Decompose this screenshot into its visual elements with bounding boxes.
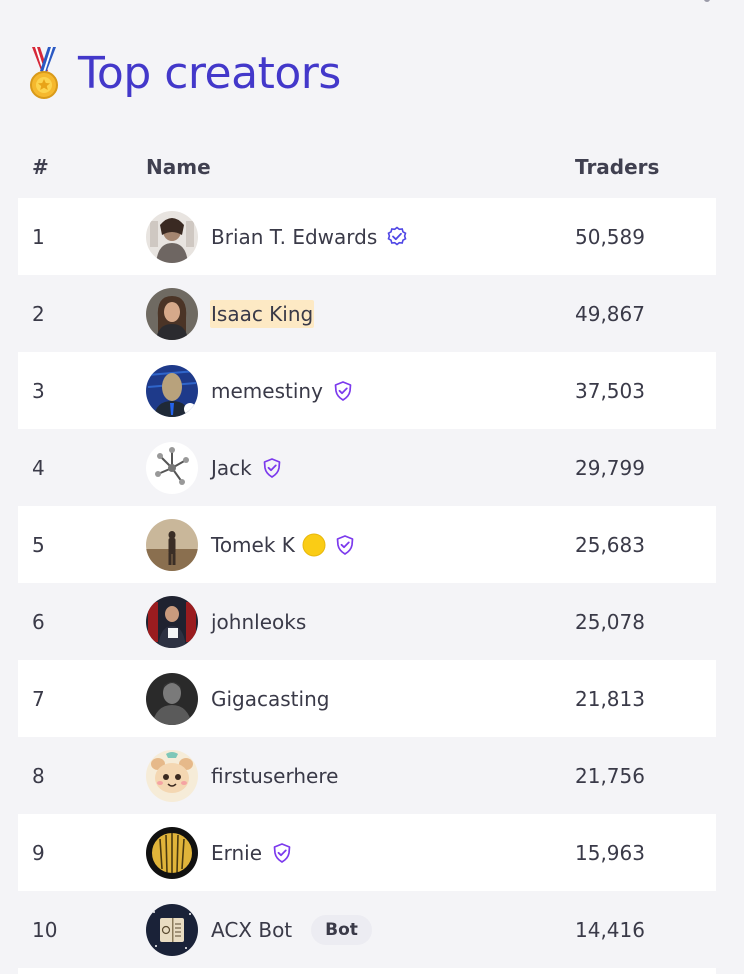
table-header: # Name Traders [18,135,716,198]
traders-cell: 14,416 [575,917,645,942]
avatar[interactable] [146,441,198,494]
name-cell: Gigacasting [146,672,575,725]
creator-name[interactable]: memestiny [211,378,323,403]
traders-cell: 50,589 [575,224,645,249]
rank-cell: 8 [32,763,45,788]
avatar[interactable] [146,903,198,956]
rank-cell: 6 [32,609,45,634]
avatar[interactable] [146,749,198,802]
traders-cell: 37,503 [575,378,645,403]
avatar[interactable] [146,826,198,879]
creator-name[interactable]: Gigacasting [211,686,330,711]
rank-cell: 7 [32,686,45,711]
traders-cell: 49,867 [575,301,645,326]
name-cell: Jack [146,441,575,494]
rank-cell: 3 [32,378,45,403]
traders-cell: 21,813 [575,686,645,711]
traders-cell: 25,078 [575,609,645,634]
bot-badge: Bot [311,914,372,945]
name-cell: Brian T. Edwards [146,210,575,263]
title-row: Top creators [26,40,341,106]
yellow-coin-icon [302,533,326,556]
avatar[interactable] [146,518,198,571]
rank-cell: 4 [32,455,45,480]
table-row[interactable]: 6 johnleoks 25,078 [18,583,716,660]
creator-name[interactable]: Ernie [211,840,263,865]
table-row[interactable]: 9 Ernie 15,963 [18,814,716,891]
table-row[interactable]: 10 ACX Bot Bot [18,891,716,968]
table-row[interactable]: 3 memestiny 37,503 [18,352,716,429]
rank-cell: 5 [32,532,45,557]
rank-cell: 2 [32,301,45,326]
column-header-name[interactable]: Name [146,154,211,179]
creator-name[interactable]: johnleoks [211,609,307,634]
table-row[interactable]: 2 Isaac King 49,867 [18,275,716,352]
name-cell: johnleoks [146,595,575,648]
table-row[interactable]: 8 firstuserhere 21,756 [18,737,716,814]
menu-edge-icon [704,0,710,2]
shield-badge-icon [336,534,354,555]
table-row[interactable]: 7 Gigacasting 21,813 [18,660,716,737]
avatar[interactable] [146,672,198,725]
page-title: Top creators [78,47,341,99]
rank-cell: 9 [32,840,45,865]
name-cell: ACX Bot Bot [146,903,575,956]
name-cell: firstuserhere [146,749,575,802]
name-cell: memestiny [146,364,575,417]
shield-badge-icon [263,457,281,478]
table-row[interactable]: 4 Jack [18,429,716,506]
shield-badge-icon [273,842,291,863]
traders-cell: 29,799 [575,455,645,480]
name-cell: Isaac King [146,287,575,340]
creator-name[interactable]: Tomek K [211,532,295,557]
avatar[interactable] [146,364,198,417]
avatar[interactable] [146,287,198,340]
traders-cell: 25,683 [575,532,645,557]
rank-cell: 10 [32,917,58,942]
medal-icon [30,47,58,99]
creator-name[interactable]: ACX Bot [211,917,293,942]
column-header-traders[interactable]: Traders [575,154,660,179]
table-row[interactable]: 1 Brian T. Edwards 50,589 [18,198,716,275]
creator-name[interactable]: Brian T. Edwards [211,224,378,249]
avatar[interactable] [146,595,198,648]
shield-badge-icon [334,380,352,401]
creators-table: # Name Traders 1 Brian T. Edwards [18,135,716,974]
name-cell: Ernie [146,826,575,879]
traders-cell: 15,963 [575,840,645,865]
table-row-partial [18,968,716,974]
verified-badge-icon [387,225,407,246]
table-row[interactable]: 5 Tomek K 25,683 [18,506,716,583]
column-header-rank[interactable]: # [32,154,49,179]
avatar[interactable] [146,210,198,263]
name-cell: Tomek K [146,518,575,571]
traders-cell: 21,756 [575,763,645,788]
creator-name[interactable]: firstuserhere [211,763,339,788]
creator-name[interactable]: Isaac King [210,299,315,328]
creator-name[interactable]: Jack [211,455,252,480]
rank-cell: 1 [32,224,45,249]
